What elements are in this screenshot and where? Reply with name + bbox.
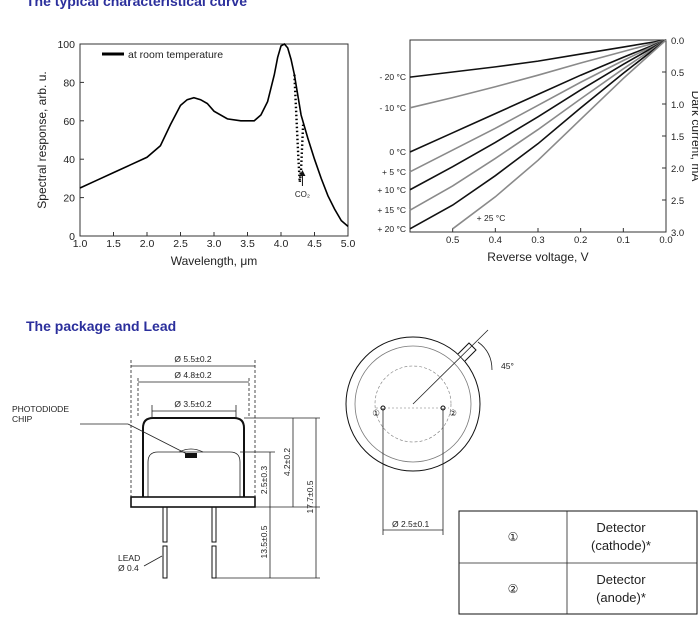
- pin-label: ②: [449, 408, 457, 418]
- chip-label: PHOTODIODE: [12, 404, 69, 414]
- package-side-view: [80, 360, 320, 579]
- dimension-label: 13.5±0.5: [259, 525, 269, 558]
- pin-table: [458, 510, 698, 615]
- table-pin: ②: [508, 582, 519, 596]
- dimension-label: Ø 3.5±0.2: [174, 399, 212, 409]
- dimension-label: Ø 2.5±0.1: [392, 519, 430, 529]
- table-cell: (cathode)*: [591, 538, 651, 553]
- y-axis-label: Dark current, mA: [689, 91, 698, 182]
- y-tick-label: 1.5: [671, 132, 684, 143]
- table-cell: Detector: [596, 520, 646, 535]
- x-tick-label: 0.1: [617, 235, 630, 246]
- series-label: - 20 °C: [379, 72, 406, 82]
- dimension-label: Ø 5.5±0.2: [174, 354, 212, 364]
- series-line: [293, 74, 305, 183]
- x-axis-label: Reverse voltage, V: [487, 250, 588, 264]
- y-tick-label: 20: [63, 193, 75, 205]
- lead-label: Ø 0.4: [118, 563, 139, 573]
- x-tick-label: 1.5: [106, 238, 121, 250]
- legend-label: at room temperature: [128, 49, 223, 61]
- series-label: + 25 °C: [477, 213, 506, 223]
- plot-frame: [409, 39, 667, 233]
- y-tick-label: 3.0: [671, 228, 684, 239]
- x-tick-label: 5.0: [341, 238, 356, 250]
- table-pin: ①: [508, 530, 519, 544]
- y-tick-label: 40: [63, 154, 75, 166]
- y-tick-label: 80: [63, 77, 75, 89]
- x-tick-label: 3.0: [207, 238, 222, 250]
- series-line: [409, 39, 667, 211]
- series-line: [409, 39, 667, 191]
- lead-label: LEAD: [118, 553, 140, 563]
- series-label: + 15 °C: [377, 205, 406, 215]
- x-tick-label: 0.3: [531, 235, 544, 246]
- x-tick-label: 2.5: [173, 238, 188, 250]
- x-tick-label: 0.0: [659, 235, 672, 246]
- series-label: + 20 °C: [377, 224, 406, 234]
- pin-label: ①: [372, 408, 380, 418]
- y-tick-label: 2.0: [671, 164, 684, 175]
- x-tick-label: 1.0: [73, 238, 88, 250]
- y-tick-label: 100: [57, 39, 75, 51]
- series-label: - 10 °C: [379, 103, 406, 113]
- table-cell: Detector: [596, 572, 646, 587]
- x-tick-label: 2.0: [140, 238, 155, 250]
- series-label: + 10 °C: [377, 185, 406, 195]
- angle-label: 45°: [501, 361, 514, 371]
- series-line: [409, 39, 667, 153]
- series-line: [409, 39, 667, 78]
- dimension-label: 2.5±0.3: [259, 466, 269, 495]
- annotation: CO₂: [295, 190, 310, 199]
- heading: The typical characteristical curve: [26, 0, 247, 9]
- series-line: [452, 39, 667, 230]
- series-line: [409, 39, 667, 109]
- y-tick-label: 0.5: [671, 68, 684, 79]
- series-label: + 5 °C: [382, 167, 406, 177]
- table-cell: (anode)*: [596, 590, 646, 605]
- dimension-label: 4.2±0.2: [282, 448, 292, 477]
- chip-label: CHIP: [12, 414, 33, 424]
- y-tick-label: 0.0: [671, 36, 684, 47]
- annotation-arrowhead: [299, 170, 306, 176]
- x-tick-label: 0.2: [574, 235, 587, 246]
- heading: The package and Lead: [26, 318, 176, 334]
- y-tick-label: 60: [63, 116, 75, 128]
- x-tick-label: 0.5: [446, 235, 459, 246]
- series-line: [79, 42, 349, 228]
- series-line: [409, 39, 667, 230]
- x-tick-label: 4.0: [274, 238, 289, 250]
- x-tick-label: 0.4: [489, 235, 502, 246]
- y-axis-label: Spectral response, arb. u.: [35, 71, 49, 208]
- x-tick-label: 4.5: [307, 238, 322, 250]
- y-tick-label: 0: [69, 231, 75, 243]
- x-axis-label: Wavelength, μm: [171, 254, 258, 268]
- x-tick-label: 3.5: [240, 238, 255, 250]
- series-line: [409, 39, 667, 173]
- y-tick-label: 1.0: [671, 100, 684, 111]
- y-tick-label: 2.5: [671, 196, 684, 207]
- dimension-label: 17.7±0.5: [305, 480, 315, 513]
- package-top-view: [345, 329, 493, 535]
- series-label: 0 °C: [389, 147, 406, 157]
- dimension-label: Ø 4.8±0.2: [174, 370, 212, 380]
